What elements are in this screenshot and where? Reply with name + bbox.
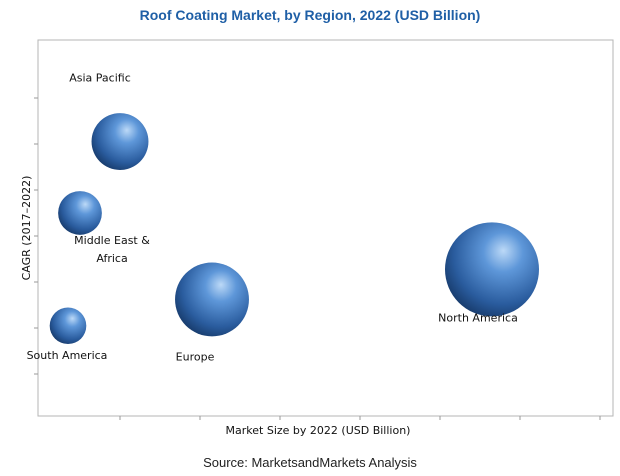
x-axis-ticks <box>119 416 601 420</box>
bubble-asia-pacific <box>91 113 149 170</box>
bubble-label-europe: Europe <box>176 350 215 363</box>
y-axis-ticks <box>34 97 38 375</box>
bubble-label-south-america: South America <box>27 349 108 362</box>
bubble-label-asia-pacific: Asia Pacific <box>69 72 131 85</box>
bubble-label-north-america: North America <box>438 311 518 324</box>
y-axis-title: CAGR (2017–2022) <box>20 176 33 281</box>
bubble-labels: Asia Pacific Middle East & Africa Europe Sou… <box>27 72 518 364</box>
chart-title: Roof Coating Market, by Region, 2022 (US… <box>139 7 481 23</box>
bubbles <box>49 113 539 345</box>
bubble-label-middle-east-africa: Middle East & Africa <box>74 234 150 265</box>
source-note: Source: MarketsandMarkets Analysis <box>203 455 417 470</box>
bubble-europe <box>175 262 249 337</box>
bubble-south-america <box>49 307 87 345</box>
bubble-middle-east-africa <box>58 191 102 235</box>
x-axis-title: Market Size by 2022 (USD Billion) <box>226 424 411 437</box>
plot-area-border <box>37 39 614 417</box>
bubble-north-america <box>445 222 539 317</box>
